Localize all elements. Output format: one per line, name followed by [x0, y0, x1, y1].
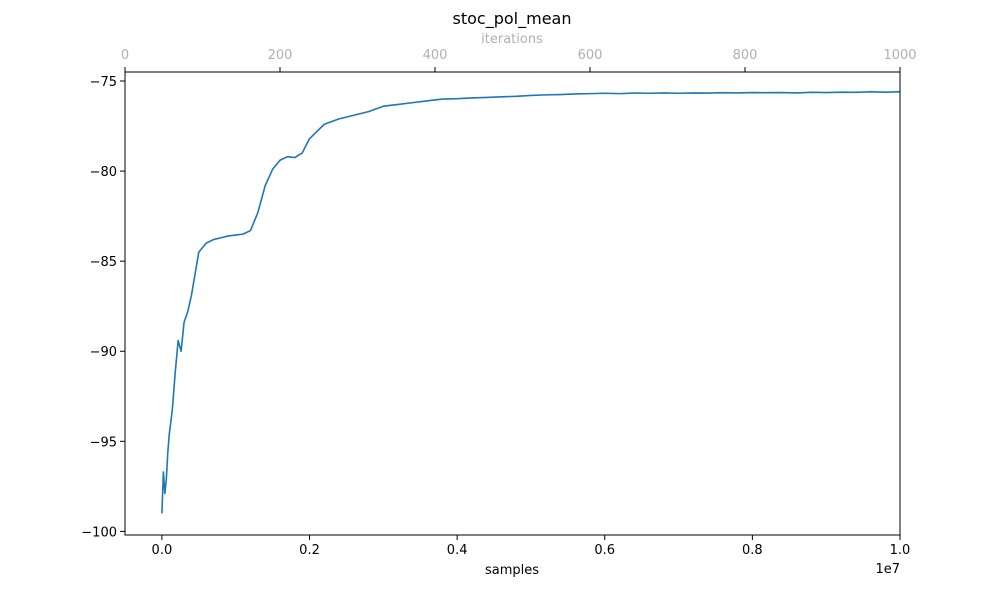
y-tick-label: −90: [90, 345, 117, 360]
x-offset-text: 1e7: [875, 562, 900, 577]
top-tick-label: 800: [733, 48, 758, 63]
y-tick-label: −75: [90, 75, 117, 90]
top-tick-label: 200: [268, 48, 293, 63]
axes-frame: [124, 71, 901, 536]
top-tick-label: 1000: [883, 48, 916, 63]
x-tick-label: 0.2: [299, 543, 320, 558]
top-tick-label: 600: [578, 48, 603, 63]
y-tick-label: −95: [90, 435, 117, 450]
x-tick-label: 1.0: [890, 543, 911, 558]
x-tick-label: 0.8: [742, 543, 763, 558]
chart-title: stoc_pol_mean: [453, 9, 572, 29]
series-line-0: [161, 91, 901, 514]
x-tick-label: 0.4: [447, 543, 468, 558]
x-axis-label: samples: [485, 563, 539, 578]
top-tick-label: 400: [423, 48, 448, 63]
y-tick-label: −85: [90, 255, 117, 270]
top-axis-label: iterations: [481, 32, 543, 47]
x-tick-label: 0.0: [152, 543, 173, 558]
plot-area: 0.0 0.2 0.4 0.6 0.8 1.0 −100 −95 −90 −85 −80 −75 0 20…: [81, 48, 916, 558]
x-tick-label: 0.6: [594, 543, 615, 558]
y-tick-label: −100: [81, 525, 117, 540]
top-tick-label: 0: [121, 48, 129, 63]
y-tick-label: −80: [90, 165, 117, 180]
